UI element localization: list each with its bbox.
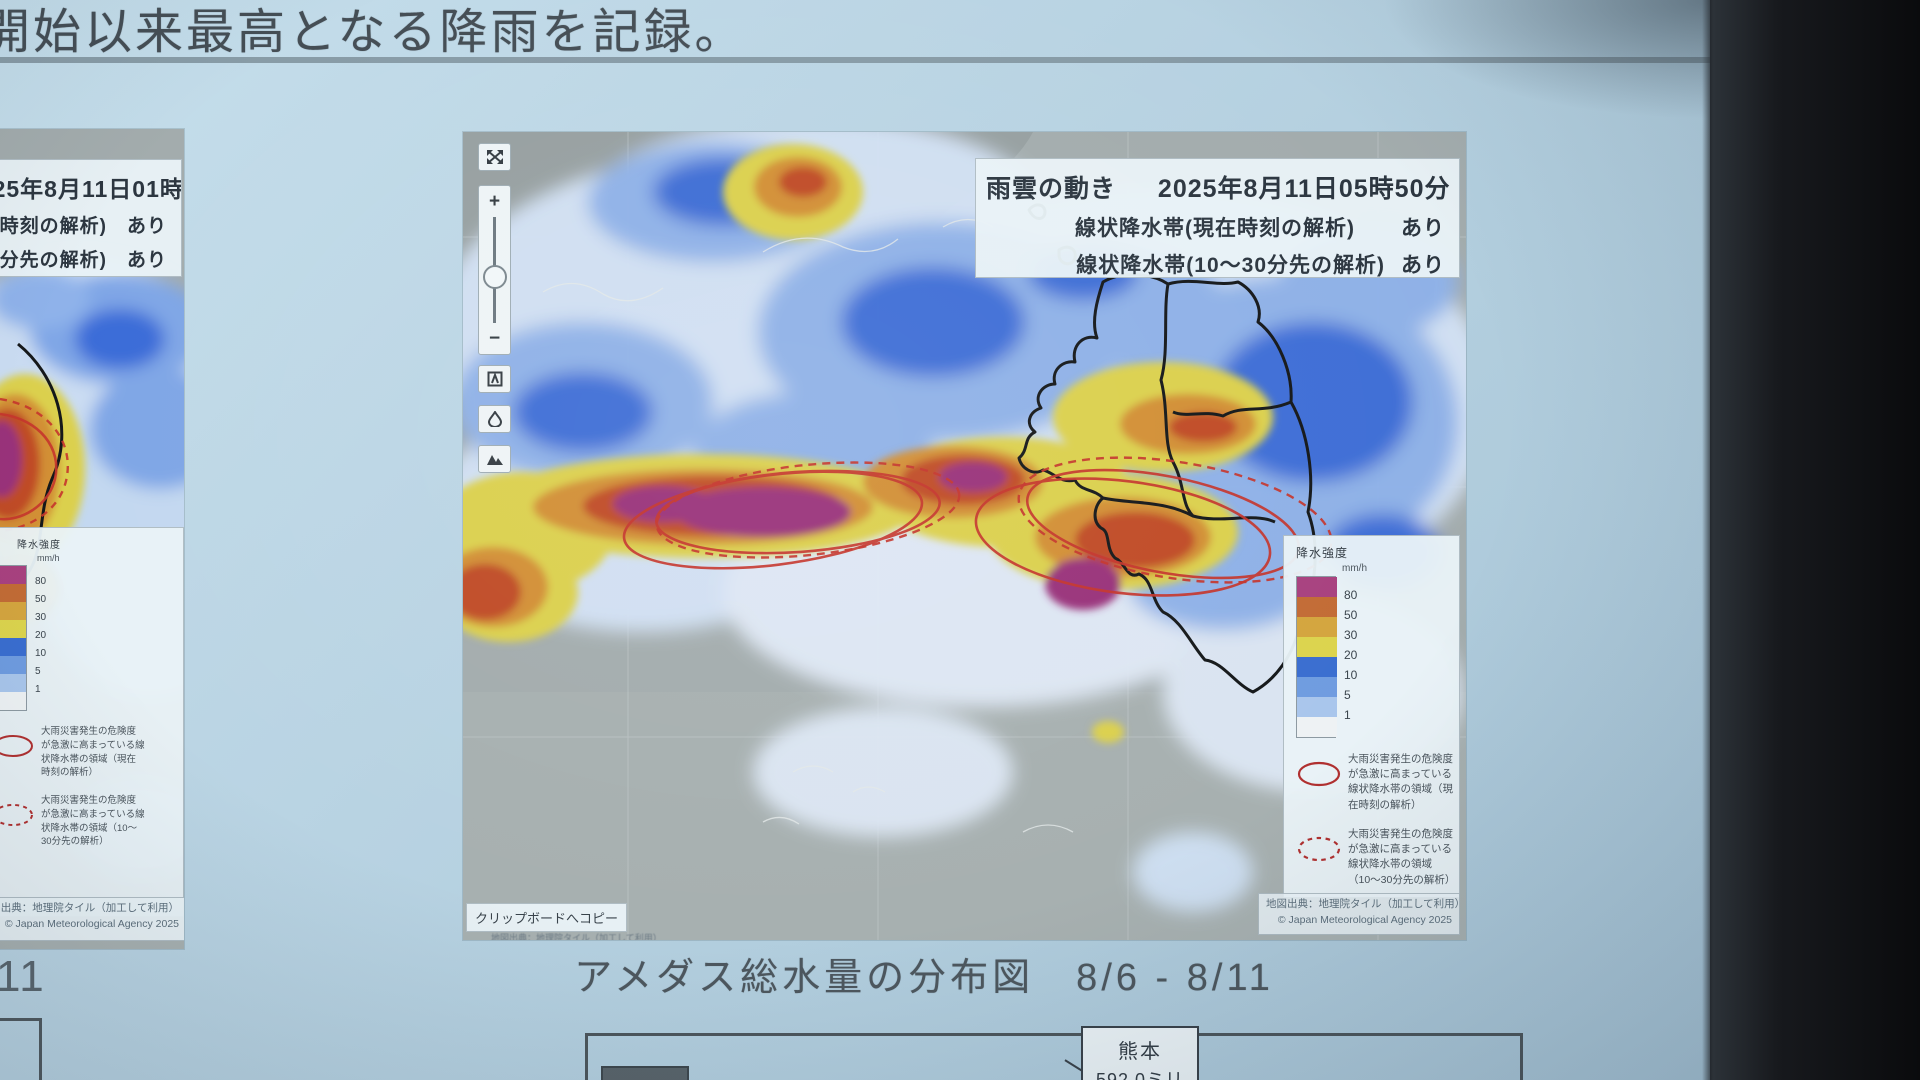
station-rainfall-value: 592.0ミリ bbox=[1095, 1070, 1185, 1080]
legend-dashed-label: 大雨災害発生の危険度が急激に高まっている線状降水帯の領域（10～30分先の解析） bbox=[41, 795, 145, 848]
legend-swatch bbox=[1297, 597, 1337, 617]
legend-level: 1 bbox=[1344, 708, 1351, 722]
dashed-ellipse-icon bbox=[1297, 836, 1341, 861]
slide-divider bbox=[0, 57, 1710, 63]
map-datetime: 2025年8月11日05時50分 bbox=[1157, 175, 1451, 203]
legend-swatch bbox=[1297, 677, 1337, 697]
left-map-legend: 降水強度 mm/h 80 50 30 20 bbox=[0, 527, 184, 917]
legend-solid-label: 大雨災害発生の危険度が急激に高まっている線状降水帯の領域（現在時刻の解析） bbox=[1348, 753, 1453, 811]
legend-swatch bbox=[0, 638, 26, 656]
slide-area: 開始以来最高となる降雨を記録。 bbox=[0, 0, 1710, 1080]
legend-swatch bbox=[0, 656, 26, 674]
legend-swatch bbox=[0, 566, 26, 584]
layers-button[interactable] bbox=[478, 365, 511, 393]
legend-swatch bbox=[0, 602, 26, 620]
legend-unit: mm/h bbox=[37, 553, 60, 563]
terrain-button[interactable] bbox=[478, 445, 511, 473]
solid-ellipse-icon bbox=[1297, 761, 1341, 787]
legend-level: 50 bbox=[1344, 608, 1358, 622]
left-map-attribution: 地図出典：地理院タイル（加工して利用） © Japan Meteorologic… bbox=[0, 897, 184, 941]
legend-level: 1 bbox=[35, 684, 41, 695]
attribution-copyright: © Japan Meteorological Agency 2025 bbox=[1277, 913, 1452, 926]
legend-color-bar bbox=[1296, 576, 1337, 738]
legend-color-bar bbox=[0, 565, 27, 711]
layers-icon bbox=[487, 371, 502, 387]
zoom-slider-handle[interactable] bbox=[482, 265, 507, 289]
main-weather-map: + − 雨雲の動き 2025年 bbox=[463, 132, 1466, 940]
rainband-forecast-label: 線状降水帯(10～30分先の解析) bbox=[1076, 254, 1385, 277]
rainband-forecast-value: あり bbox=[1401, 254, 1445, 277]
legend-swatch bbox=[0, 674, 26, 692]
legend-level: 50 bbox=[35, 594, 47, 605]
attribution-copyright: © Japan Meteorological Agency 2025 bbox=[4, 917, 179, 930]
legend-swatch bbox=[1297, 637, 1337, 657]
legend-level: 30 bbox=[35, 612, 47, 623]
legend-title: 降水強度 bbox=[17, 540, 61, 551]
legend-swatch bbox=[1297, 617, 1337, 637]
screen-dark-edge bbox=[1702, 0, 1920, 1080]
raindrop-icon bbox=[487, 411, 502, 427]
zoom-out-button[interactable]: − bbox=[488, 328, 501, 349]
legend-level: 20 bbox=[35, 630, 47, 641]
zoom-slider[interactable] bbox=[482, 217, 507, 323]
slide-title: 開始以来最高となる降雨を記録。 bbox=[0, 6, 746, 59]
dashed-ellipse-icon bbox=[0, 804, 33, 827]
mountain-icon bbox=[486, 455, 503, 465]
legend-swatch bbox=[0, 584, 26, 602]
legend-swatch bbox=[1297, 657, 1337, 677]
legend-swatch bbox=[0, 692, 26, 710]
legend-level: 10 bbox=[1344, 668, 1358, 682]
copy-to-clipboard-label: クリップボードへコピー bbox=[475, 911, 619, 926]
rainband-now-value: あり bbox=[1401, 217, 1445, 240]
copy-to-clipboard-button[interactable]: クリップボードへコピー bbox=[466, 903, 628, 932]
station-callout: 熊本 592.0ミリ bbox=[1081, 1026, 1199, 1080]
fullscreen-icon bbox=[486, 150, 503, 164]
legend-swatch bbox=[1297, 717, 1337, 737]
legend-level: 10 bbox=[35, 648, 47, 659]
zoom-control: + − bbox=[478, 185, 511, 355]
legend-swatch bbox=[1297, 577, 1337, 597]
legend-level: 80 bbox=[35, 576, 47, 587]
map-title: 雨雲の動き bbox=[986, 175, 1117, 203]
legend-dashed-label: 大雨災害発生の危険度が急激に高まっている線状降水帯の領域（10～30分先の解析） bbox=[1348, 827, 1456, 886]
map-title-and-time: 雨雲の動き 2025年8月11日05時50分 bbox=[986, 169, 1450, 205]
legend-swatch bbox=[1297, 697, 1337, 717]
bottom-legend-swatch bbox=[601, 1066, 689, 1080]
legend-level: 5 bbox=[35, 666, 41, 677]
attribution-source: 地図出典：地理院タイル（加工して利用） bbox=[0, 902, 179, 914]
attribution-source: 地図出典：地理院タイル（加工して利用） bbox=[1266, 898, 1466, 910]
legend-level: 30 bbox=[1344, 628, 1358, 642]
legend-unit: mm/h bbox=[1342, 563, 1367, 574]
main-map-legend: 降水強度 mm/h 80 50 30 20 bbox=[1283, 535, 1460, 898]
left-figure-box-fragment bbox=[0, 1018, 42, 1080]
left-weather-map: 雨雲の動き 2025年8月11日01時00分 線状降水帯(現在時刻の解析) あり… bbox=[0, 129, 184, 949]
figure-caption: アメダス総水量の分布図 8/6 - 8/11 bbox=[574, 957, 1274, 999]
map-source-note: 地図出典：地理院タイル（加工して利用） bbox=[491, 933, 662, 940]
rainband-now-label: 線状降水帯(現在時刻の解析) bbox=[1075, 217, 1355, 240]
left-map-header-line2: 線状降水帯(現在時刻の解析) あり bbox=[0, 216, 167, 237]
left-map-header-line1: 雨雲の動き 2025年8月11日01時00分 bbox=[0, 176, 182, 202]
left-figure-caption-fragment: 11 bbox=[0, 952, 46, 1001]
main-map-attribution: 地図出典：地理院タイル（加工して利用） © Japan Meteorologic… bbox=[1258, 893, 1466, 935]
legend-level: 20 bbox=[1344, 648, 1358, 662]
solid-ellipse-icon bbox=[0, 735, 33, 757]
fullscreen-button[interactable] bbox=[478, 143, 511, 171]
left-map-header-line3: 線状降水帯(10～30分先の解析) あり bbox=[0, 250, 167, 271]
main-map-header: 雨雲の動き 2025年8月11日05時50分 線状降水帯(現在時刻の解析) あり… bbox=[975, 158, 1460, 278]
legend-level: 5 bbox=[1344, 688, 1351, 702]
zoom-in-button[interactable]: + bbox=[488, 191, 501, 212]
left-map-header: 雨雲の動き 2025年8月11日01時00分 線状降水帯(現在時刻の解析) あり… bbox=[0, 159, 182, 277]
legend-title: 降水強度 bbox=[1296, 546, 1349, 560]
legend-solid-label: 大雨災害発生の危険度が急激に高まっている線状降水帯の領域（現在時刻の解析） bbox=[41, 726, 145, 779]
legend-swatch bbox=[0, 620, 26, 638]
precipitation-button[interactable] bbox=[478, 405, 511, 433]
prefecture-boundary bbox=[1017, 203, 1317, 694]
station-name: 熊本 bbox=[1118, 1041, 1162, 1063]
legend-level: 80 bbox=[1344, 588, 1358, 602]
bottom-figure-box bbox=[585, 1033, 1523, 1080]
